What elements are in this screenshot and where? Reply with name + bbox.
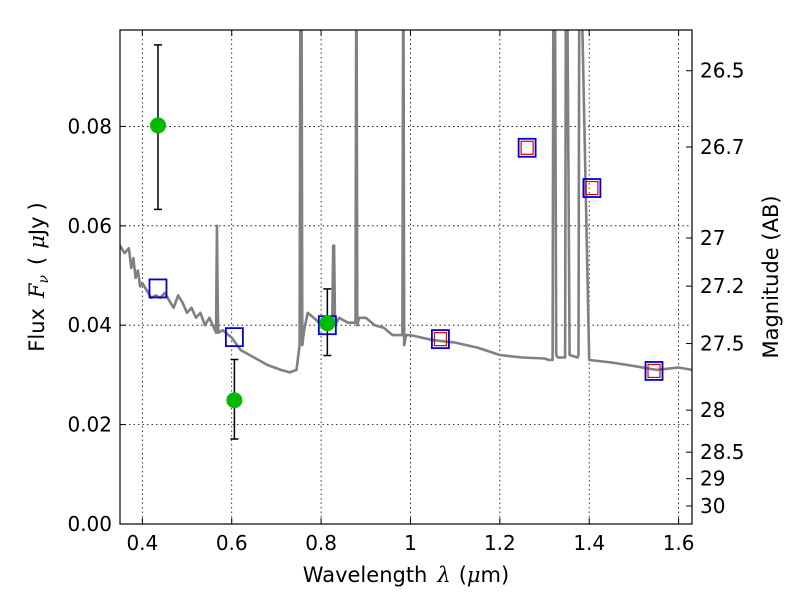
observed-point bbox=[319, 315, 336, 332]
y2-tick-label: 26.7 bbox=[700, 135, 745, 159]
x-axis-label-unit-open: ( bbox=[459, 563, 467, 587]
x-tick-label: 1.6 bbox=[663, 531, 695, 555]
y-tick-label: 0.00 bbox=[67, 512, 112, 536]
y2-tick-label: 26.5 bbox=[700, 59, 745, 83]
observed-point bbox=[226, 392, 243, 409]
y2-tick-label: 28 bbox=[700, 398, 725, 422]
x-axis-label-symbol: λ bbox=[436, 563, 450, 587]
y-axis-label-symbol-sub: ν bbox=[36, 274, 52, 283]
y-axis-ticks: 0.00 0.02 0.04 0.06 0.08 bbox=[67, 114, 126, 536]
y-tick-label: 0.04 bbox=[67, 313, 112, 337]
x-axis-label-text: Wavelength bbox=[303, 563, 428, 587]
model-photometry-inner-box bbox=[520, 140, 534, 155]
y-axis-label: Flux Fν ( μJy) bbox=[25, 202, 52, 351]
x-axis-label-unit-rest: m) bbox=[481, 563, 510, 587]
y2-tick-label: 27.2 bbox=[700, 274, 745, 298]
y-tick-label: 0.02 bbox=[67, 413, 112, 437]
observed-point bbox=[149, 117, 166, 134]
y-axis-label-unit-close: ) bbox=[25, 202, 49, 210]
model-photometry-inner-box bbox=[585, 180, 599, 196]
model-photometry-box bbox=[148, 278, 168, 299]
x-tick-label: 1.4 bbox=[573, 531, 605, 555]
y-axis-label-symbol: F bbox=[25, 282, 49, 299]
y2-tick-label: 27.5 bbox=[700, 332, 745, 356]
model-photometry-box bbox=[644, 361, 664, 381]
y2-axis-label: Magnitude (AB) bbox=[759, 195, 783, 358]
x-axis-label-unit-mu: μ bbox=[467, 563, 481, 587]
x-tick-label: 0.8 bbox=[305, 531, 337, 555]
y2-tick-label: 28.5 bbox=[700, 440, 745, 464]
y-axis-label-unit: Jy bbox=[25, 216, 49, 237]
model-photometry-inner-box bbox=[433, 332, 448, 347]
y-axis-label-text: Flux bbox=[25, 308, 49, 352]
x-tick-label: 1 bbox=[404, 531, 417, 555]
y2-tick-label: 30 bbox=[700, 494, 725, 518]
x-tick-label: 1.2 bbox=[484, 531, 516, 555]
x-tick-label: 0.6 bbox=[216, 531, 248, 555]
model-photometry-box bbox=[431, 329, 450, 350]
model-photometry-box bbox=[582, 178, 602, 198]
y2-tick-label: 29 bbox=[700, 467, 725, 491]
y-tick-label: 0.08 bbox=[67, 114, 112, 138]
x-axis-label: Wavelength λ (μm) bbox=[303, 563, 509, 587]
plot-frame bbox=[119, 29, 693, 525]
y-axis-label-unit-mu: μ bbox=[25, 235, 49, 249]
model-photometry-inner-box bbox=[647, 363, 661, 379]
x-axis-ticks: 0.4 0.6 0.8 1 1.2 1.4 1.6 bbox=[126, 30, 695, 555]
y-tick-label: 0.06 bbox=[67, 214, 112, 238]
y-axis-label-unit-open: ( bbox=[25, 257, 49, 265]
model-photometry-box bbox=[224, 327, 244, 348]
model-photometry-box bbox=[517, 137, 537, 158]
y2-axis-ticks: 26.5 26.7 27 27.2 27.5 28 28.5 29 30 bbox=[686, 59, 745, 518]
plot-area bbox=[120, 30, 692, 524]
y2-tick-label: 27 bbox=[700, 226, 725, 250]
data-layer bbox=[120, 30, 692, 440]
x-tick-label: 0.4 bbox=[126, 531, 158, 555]
